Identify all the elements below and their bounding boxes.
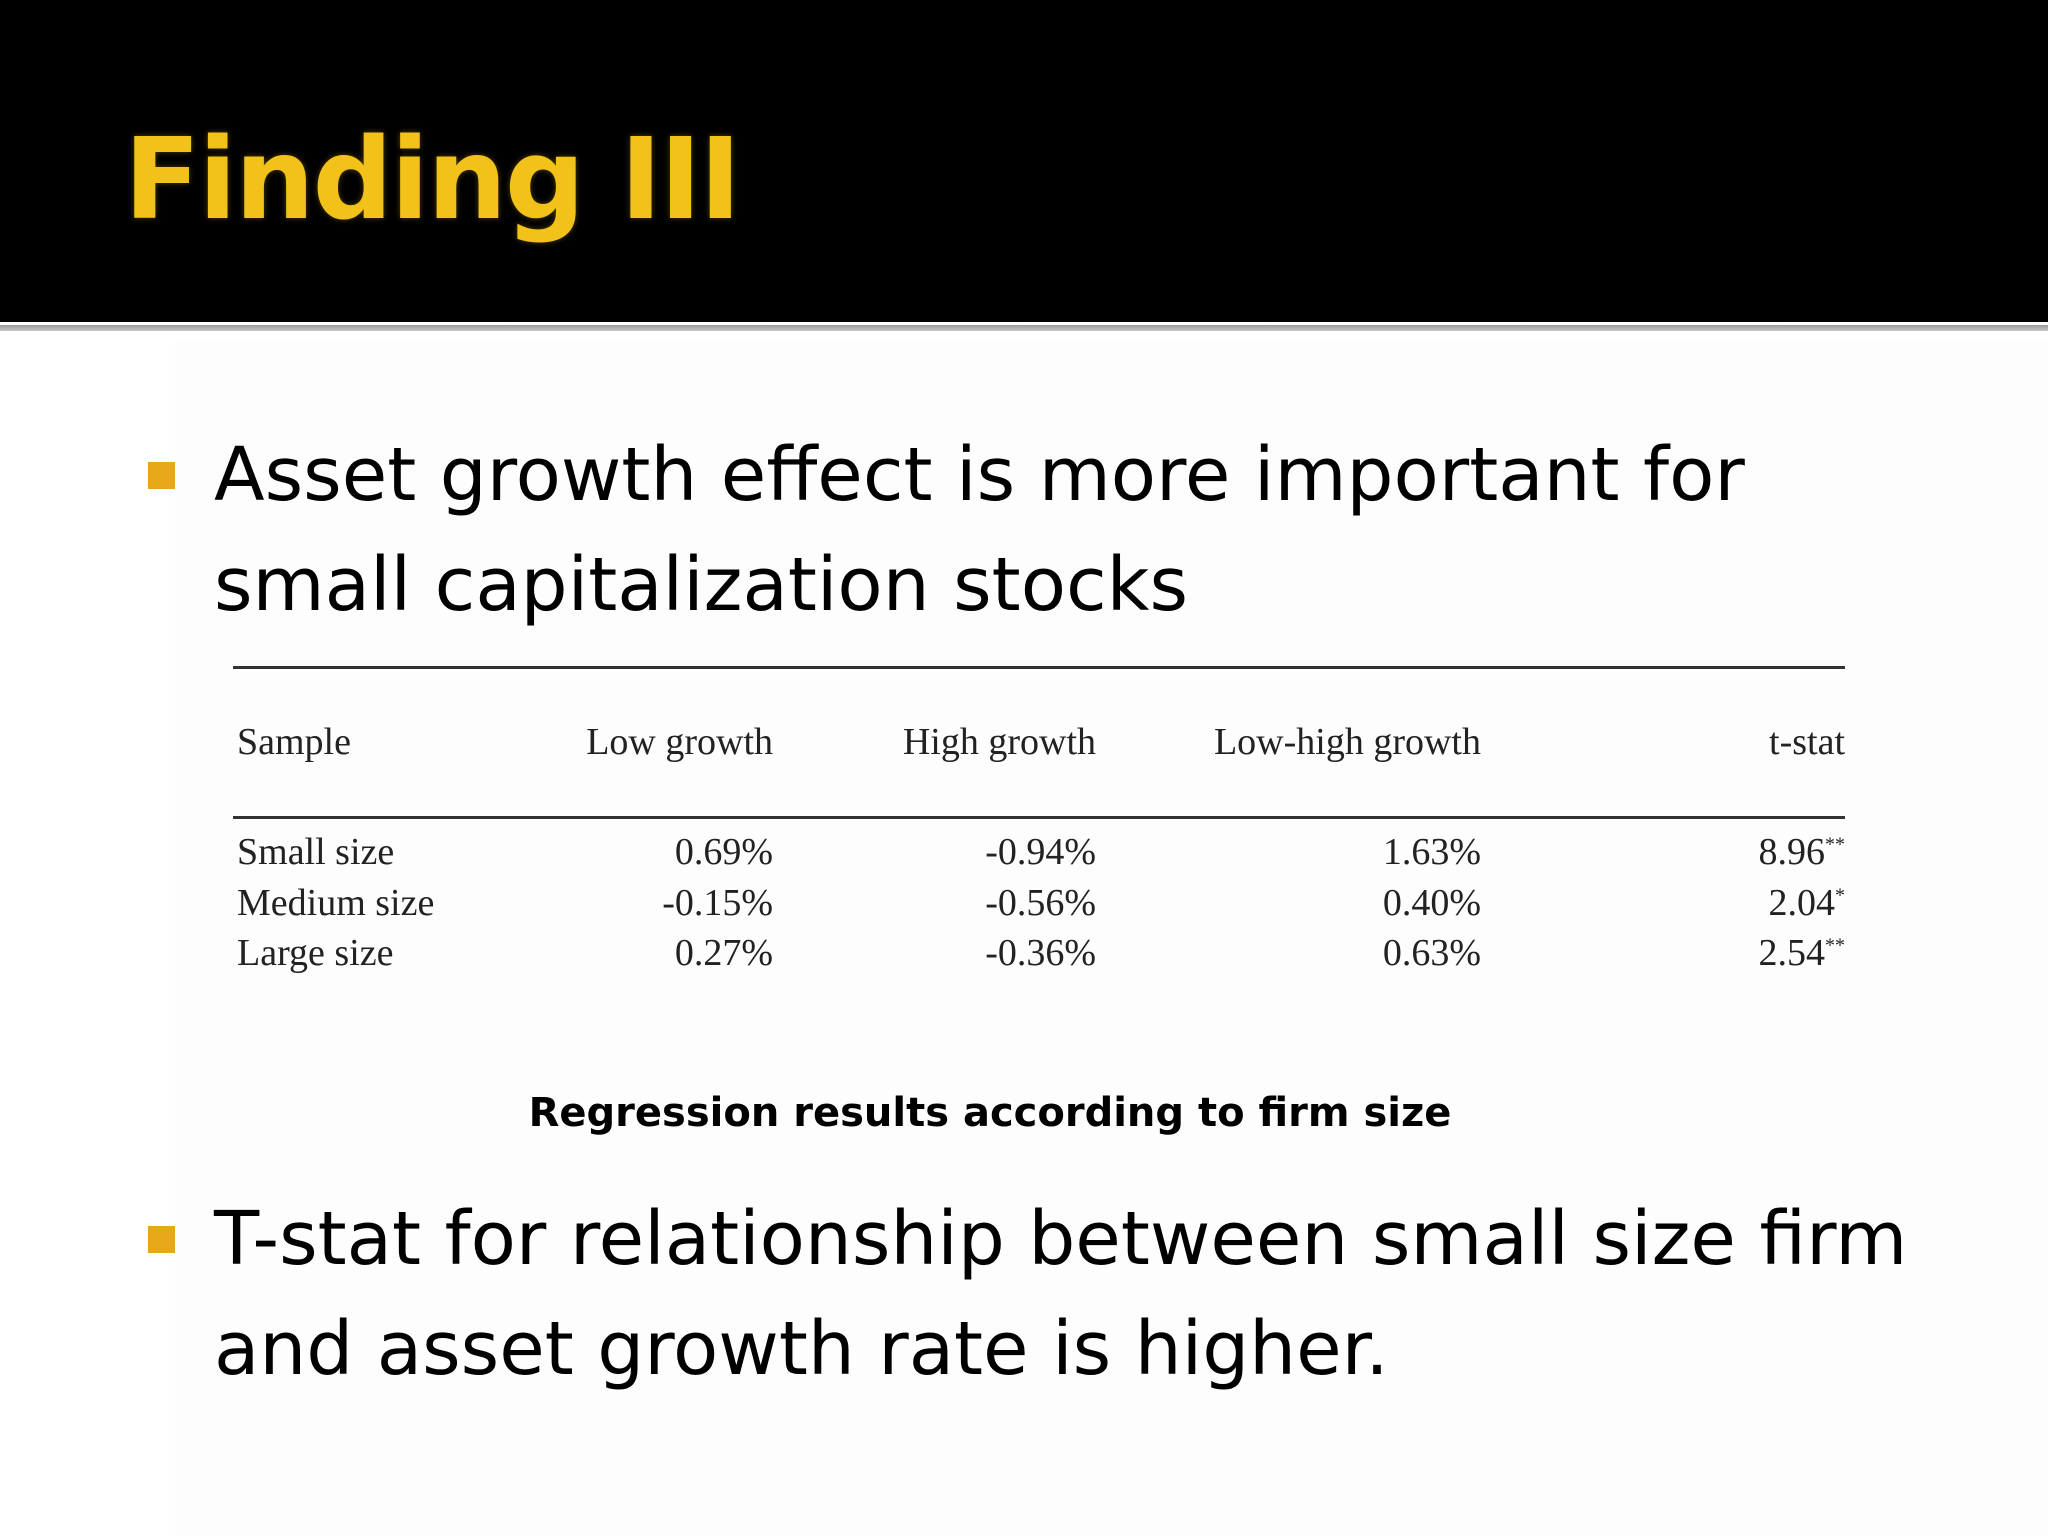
t-stat-value: 8.96: [1758, 831, 1826, 873]
bullet-text: T-stat for relationship between small si…: [214, 1196, 1908, 1392]
table-cell-high-growth: -0.36%: [985, 932, 1096, 974]
table-caption: Regression results according to firm siz…: [528, 1090, 1452, 1136]
table-cell-low-growth: 0.69%: [674, 831, 773, 873]
table-header-rule: [233, 816, 1845, 819]
slide-title: Finding III: [124, 115, 741, 245]
significance-marker: *: [1835, 884, 1845, 907]
table-top-rule: [233, 666, 1845, 669]
table-cell-sample: Medium size: [237, 882, 435, 924]
t-stat-value: 2.54: [1758, 932, 1826, 974]
bullet-text: Asset growth effect is more important fo…: [214, 432, 1745, 628]
table-header-high-growth: High growth: [902, 721, 1096, 763]
square-bullet-icon: [148, 462, 175, 489]
table-cell-low-high-growth: 0.63%: [1382, 932, 1481, 974]
table-header-t-stat: t-stat: [1769, 721, 1845, 763]
table-cell-t-stat: 2.04*: [1769, 879, 1846, 927]
table-header-sample: Sample: [237, 721, 351, 763]
table-cell-t-stat: 2.54**: [1759, 929, 1846, 977]
table-cell-sample: Small size: [237, 831, 395, 873]
table-header-low-growth: Low growth: [586, 721, 773, 763]
table-cell-low-growth: -0.15%: [662, 882, 773, 924]
content-area: [175, 340, 2048, 1536]
t-stat-value: 2.04: [1768, 882, 1836, 924]
table-cell-high-growth: -0.56%: [985, 882, 1096, 924]
table-cell-sample: Large size: [237, 932, 394, 974]
square-bullet-icon: [148, 1226, 175, 1253]
significance-marker: **: [1825, 833, 1845, 856]
table-header-low-high-growth: Low-high growth: [1213, 721, 1481, 763]
title-band: [0, 0, 2048, 322]
table-cell-low-high-growth: 0.40%: [1382, 882, 1481, 924]
table-cell-t-stat: 8.96**: [1759, 828, 1846, 876]
title-divider: [0, 322, 2048, 331]
table-cell-low-high-growth: 1.63%: [1382, 831, 1481, 873]
table-cell-low-growth: 0.27%: [674, 932, 773, 974]
table-cell-high-growth: -0.94%: [985, 831, 1096, 873]
significance-marker: **: [1825, 934, 1845, 957]
